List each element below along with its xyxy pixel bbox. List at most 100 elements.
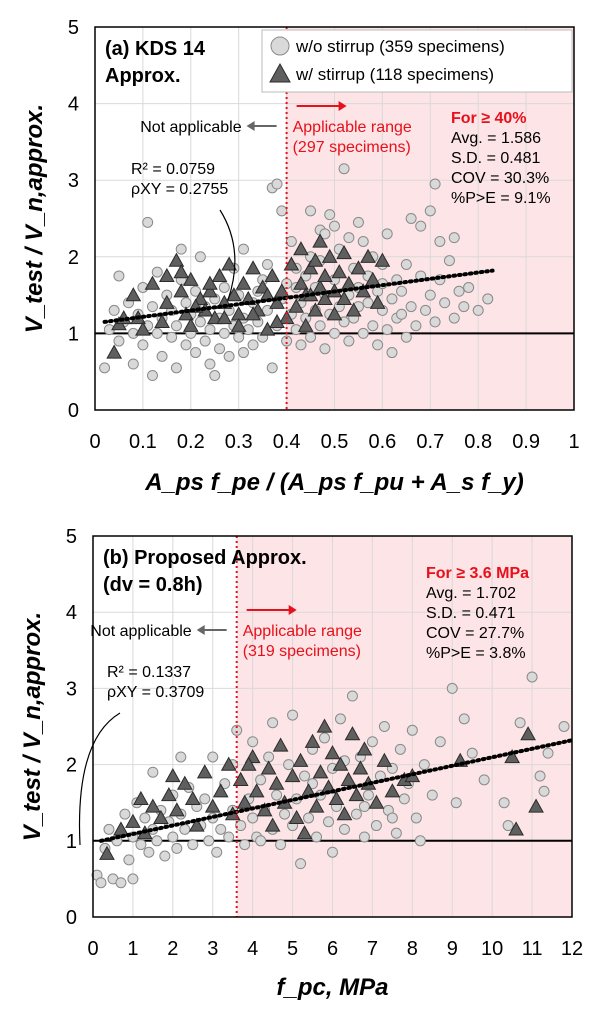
x-tick-label: 0: [89, 431, 100, 453]
circle-point: [151, 835, 163, 847]
x-tick-label: 1: [568, 431, 579, 453]
circle-point: [266, 362, 278, 374]
circle-point: [207, 751, 219, 763]
triangle-point: [182, 271, 199, 286]
triangle-point: [260, 760, 277, 775]
stats-line: Avg. = 1.586: [451, 130, 541, 147]
triangle-point: [312, 764, 329, 779]
y-tick-label: 3: [68, 170, 79, 192]
legend-circle-label: w/o stirrup (359 specimens): [295, 37, 505, 56]
circle-point: [211, 846, 223, 858]
circle-point: [319, 228, 331, 240]
x-tick-label: 6: [327, 938, 338, 960]
circle-point: [381, 228, 393, 240]
triangle-point: [508, 821, 524, 836]
triangle-point: [173, 264, 190, 279]
circle-point: [450, 797, 462, 809]
circle-point: [358, 801, 370, 813]
circle-point: [159, 850, 171, 862]
circle-point: [418, 759, 430, 771]
circle-point: [443, 255, 455, 267]
triangle-point: [154, 313, 170, 329]
x-tick-label: 10: [481, 938, 503, 960]
circle-point: [247, 339, 259, 351]
x-tick-label: 7: [367, 938, 378, 960]
triangle-point: [264, 267, 281, 283]
not-applicable-label: Not applicable: [140, 119, 242, 136]
triangle-point: [308, 798, 325, 813]
triangle-point: [344, 726, 361, 741]
triangle-point: [196, 764, 213, 779]
circle-point: [329, 327, 340, 339]
triangle-point: [160, 787, 177, 802]
x-tick-label: 4: [247, 938, 258, 960]
circle-point: [237, 243, 249, 255]
plot-frame: [92, 535, 573, 918]
circle-point: [146, 370, 158, 382]
circle-point: [235, 820, 247, 832]
circle-point: [170, 320, 182, 332]
circle-point: [514, 717, 526, 729]
circle-point: [215, 823, 227, 835]
circle-point: [305, 205, 317, 217]
x-tick-label: 5: [287, 938, 298, 960]
circle-point: [233, 331, 245, 343]
x-axis-label: A_ps f_pe / (A_ps f_pu + A_s f_y): [144, 469, 524, 496]
circle-point: [439, 297, 451, 309]
triangle-point: [356, 741, 373, 756]
circle-point: [396, 285, 408, 297]
circle-point: [143, 846, 155, 858]
triangle-point: [230, 317, 247, 332]
circle-point: [113, 270, 125, 282]
applicable-count-label: (319 specimens): [243, 643, 361, 660]
circle-point: [218, 327, 230, 339]
circle-point: [398, 793, 410, 805]
circle-marker-icon: [270, 36, 290, 56]
triangle-point: [176, 775, 193, 790]
triangle-point: [240, 756, 257, 771]
triangle-point: [245, 260, 261, 275]
x-tick-label: 2: [167, 938, 178, 960]
triangle-point: [293, 241, 309, 256]
r-squared-label: R² = 0.0759: [131, 161, 215, 178]
circle-point: [166, 331, 178, 343]
x-tick-label: 0.8: [464, 431, 492, 453]
circle-point: [498, 797, 510, 809]
circle-point: [415, 220, 427, 232]
circle-point: [108, 304, 120, 316]
circle-point: [386, 293, 398, 305]
triangle-point: [153, 809, 169, 825]
x-tick-label: 8: [407, 938, 418, 960]
applicable-range-label: Applicable range: [243, 623, 362, 640]
circle-point: [218, 281, 230, 293]
trend-line: [102, 268, 495, 324]
triangle-point: [288, 298, 305, 313]
triangle-point: [360, 248, 376, 263]
y-tick-label: 5: [68, 17, 79, 39]
circle-point: [276, 205, 288, 217]
stats-title: For ≥ 40%: [451, 110, 526, 127]
x-tick-label: 0.1: [129, 431, 157, 453]
circle-point: [434, 736, 446, 748]
arrow-head-left-icon: [196, 625, 205, 635]
circle-point: [151, 266, 163, 278]
triangle-point: [125, 813, 141, 828]
circle-point: [429, 178, 441, 190]
circle-point: [458, 713, 470, 725]
circle-point: [424, 289, 436, 301]
trend-line: [98, 738, 574, 843]
circle-point: [338, 163, 350, 175]
triangle-point: [259, 321, 276, 336]
triangle-point: [504, 748, 520, 764]
x-tick-label: 0.2: [177, 431, 205, 453]
circle-point: [394, 743, 406, 755]
circle-point: [478, 774, 490, 786]
circle-point: [299, 770, 311, 782]
stats-line: %P>E = 3.8%: [426, 645, 526, 662]
triangle-point: [348, 787, 365, 802]
triangle-point: [168, 802, 185, 817]
circle-point: [247, 736, 259, 748]
x-tick-label: 0.4: [273, 431, 301, 453]
triangle-point: [352, 760, 369, 775]
triangle-point: [332, 756, 349, 771]
